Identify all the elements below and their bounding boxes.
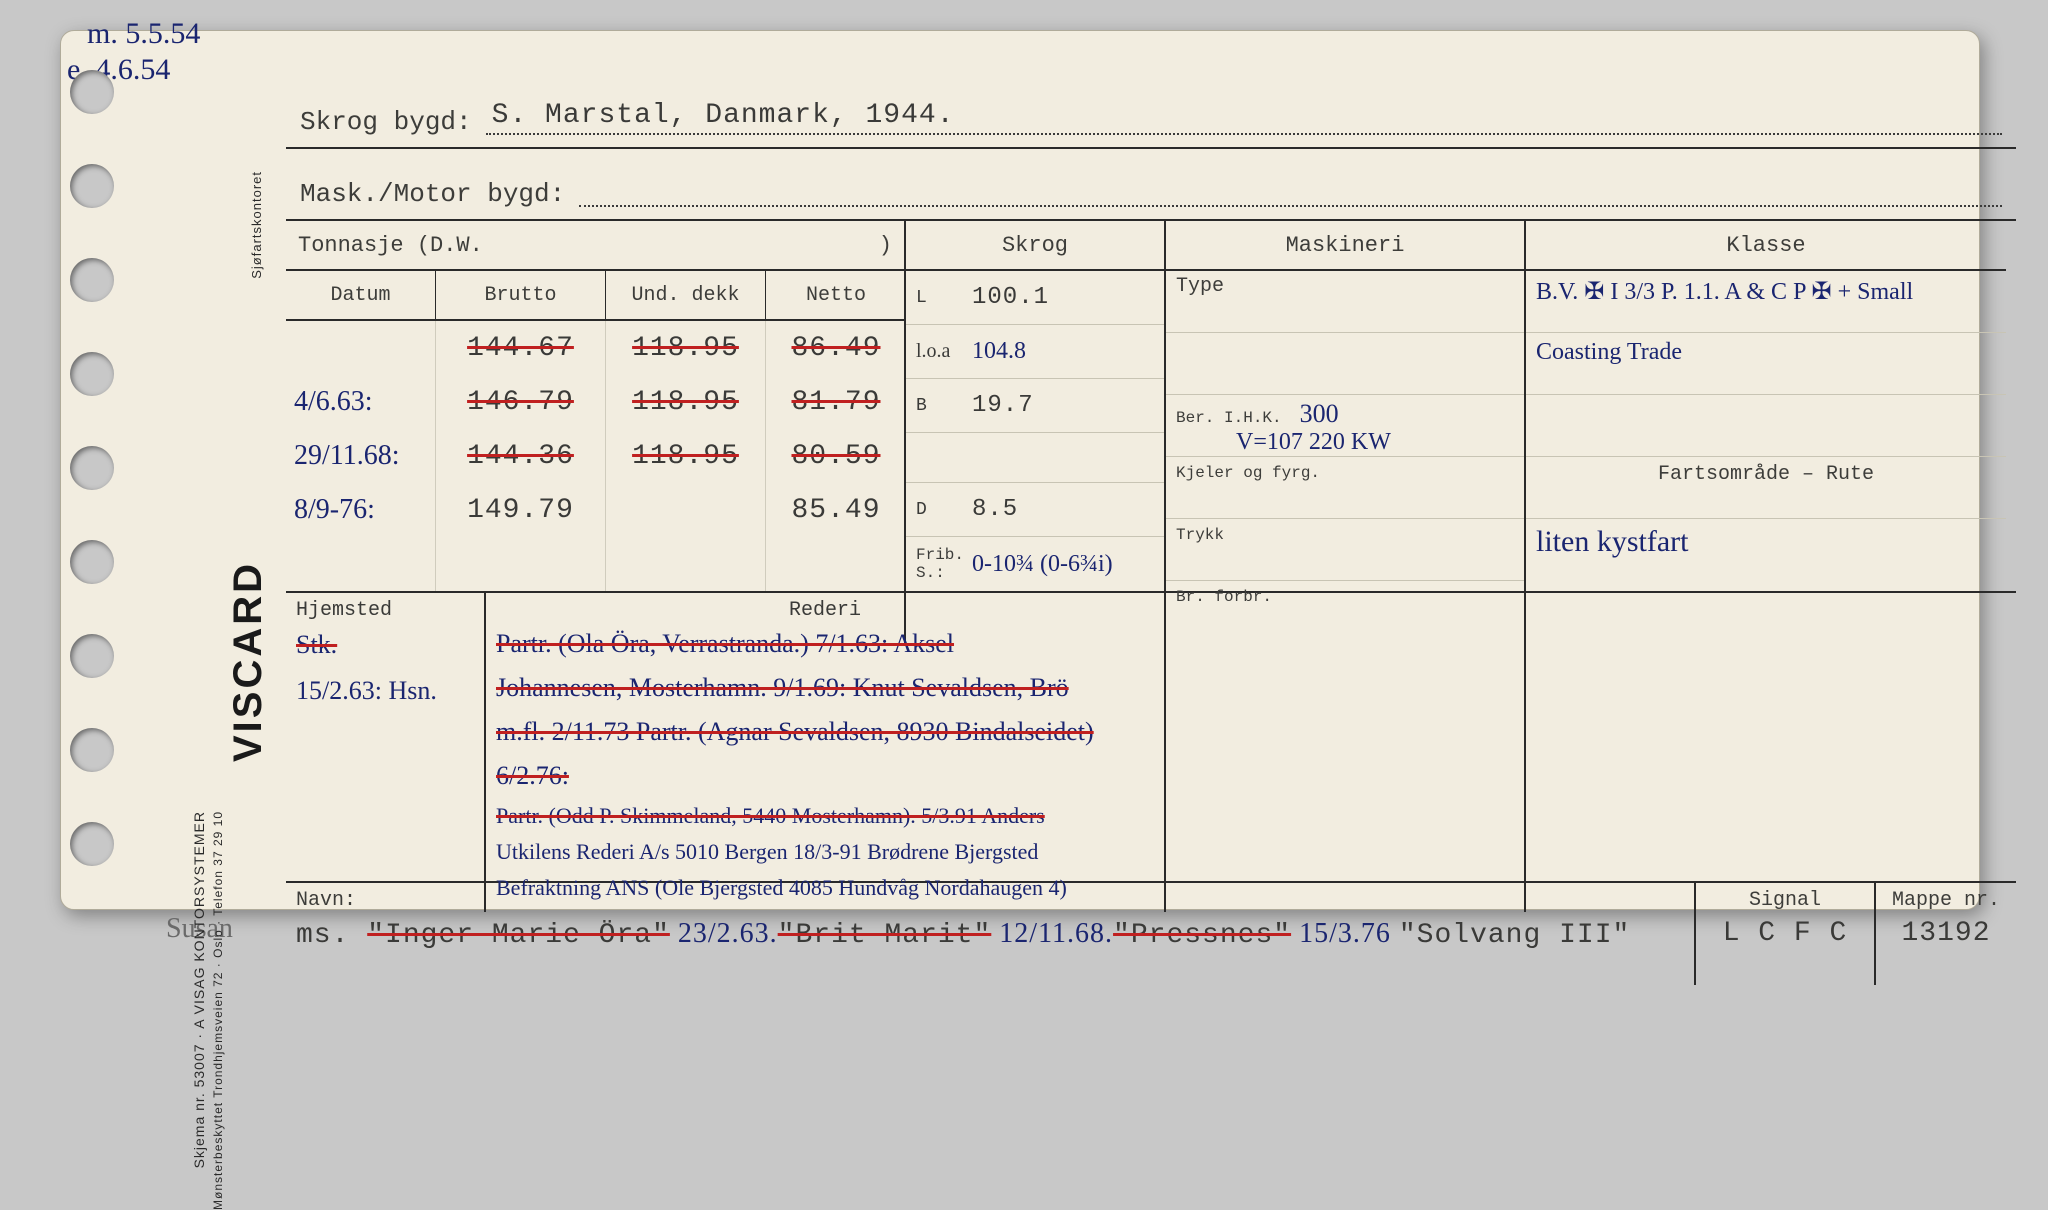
label-skrog-bygd: Skrog bygd:	[300, 107, 472, 137]
tonnasje-brutto: 144.67	[436, 321, 606, 375]
margin-note-1: m. 5.5.54	[87, 17, 200, 51]
mk-type-label: Type	[1176, 275, 1224, 298]
signal-label: Signal	[1706, 889, 1864, 912]
col-brutto: Brutto	[436, 271, 606, 319]
tonnasje-paren: )	[879, 233, 892, 258]
skrog-L: 100.1	[972, 284, 1049, 311]
rederi-line: m.fl. 2/11.73 Partr. (Agnar Sevaldsen, 8…	[496, 710, 1154, 798]
sideprint-right: Sjøfartskontoret	[249, 171, 289, 279]
mappe-label: Mappe nr.	[1886, 889, 2006, 912]
klasse-title: Klasse	[1526, 221, 2006, 271]
hjem-col1-0: Stk.	[296, 622, 474, 668]
punch-hole	[70, 164, 114, 208]
tonnasje-datum: 29/11.68:	[286, 429, 436, 483]
tonnasje-brutto: 149.79	[436, 483, 606, 537]
viscard-logo: VISCARD	[226, 561, 271, 762]
hjemsted-section: Hjemsted Stk. 15/2.63: Hsn. Rederi Partr…	[286, 593, 2016, 883]
punch-hole	[70, 258, 114, 302]
skrog-D: 8.5	[972, 496, 1018, 523]
row-motor-bygd: Mask./Motor bygd:	[286, 149, 2016, 221]
klasse-line2: Coasting Trade	[1526, 333, 2006, 395]
tonnasje-netto: 80.59	[766, 429, 906, 483]
tonnasje-row: 4/6.63:146.79118.9581.79	[286, 375, 904, 429]
tonnasje-title: Tonnasje (D.W.	[298, 233, 483, 258]
card-body: Skrog bygd: S. Marstal, Danmark, 1944. M…	[286, 77, 2016, 915]
punch-hole	[70, 822, 114, 866]
navn-section: Susan Navn: ms. "Inger Marie Öra" 23/2.6…	[286, 883, 2016, 985]
hjemsted-label: Hjemsted	[296, 599, 474, 622]
tonnasje-section: Tonnasje (D.W. ) Datum Brutto Und. dekk …	[286, 221, 906, 643]
skrog-title: Skrog	[906, 221, 1164, 271]
maskineri-section: Maskineri Type Ber. I.H.K. 300 V=107 220…	[1166, 221, 1526, 643]
punch-hole	[70, 446, 114, 490]
rederi-line: Partr. (Ola Öra, Verrastranda.) 7/1.63: …	[496, 622, 1154, 666]
klasse-line1: B.V. ✠ I 3/3 P. 1.1. A & C P ✠ + Small	[1526, 271, 2006, 333]
tonnasje-row: 144.67118.9586.49	[286, 321, 904, 375]
tonnasje-und: 118.95	[606, 429, 766, 483]
tonnasje-und: 118.95	[606, 375, 766, 429]
rederi-line: Utkilens Rederi A/s 5010 Bergen 18/3-91 …	[496, 834, 1154, 870]
tonnasje-netto: 85.49	[766, 483, 906, 537]
tonnasje-brutto: 146.79	[436, 375, 606, 429]
tonnasje-und: 118.95	[606, 321, 766, 375]
rederi-line: Partr. (Odd P. Skimmeland, 5440 Mosterha…	[496, 798, 1154, 834]
label-motor-bygd: Mask./Motor bygd:	[300, 179, 565, 209]
rederi-line: Johannesen, Mosterhamn. 9/1.69: Knut Sev…	[496, 666, 1154, 710]
maskineri-title: Maskineri	[1166, 221, 1524, 271]
mk-ihk-note: V=107 220 KW	[1236, 429, 1391, 455]
skrog-section: Skrog L100.1 l.o.a104.8 B19.7 D8.5 Frib.…	[906, 221, 1166, 643]
tonnasje-datum: 4/6.63:	[286, 375, 436, 429]
punch-hole	[70, 540, 114, 584]
tonnasje-datum: 8/9-76:	[286, 483, 436, 537]
row-skrog-bygd: Skrog bygd: S. Marstal, Danmark, 1944.	[286, 77, 2016, 149]
skrog-B: 19.7	[972, 392, 1034, 419]
index-card: m. 5.5.54 e. 4.6.54 Skrog bygd: S. Marst…	[60, 30, 1980, 910]
skrog-frib: 0-10¾ (0-6¾i)	[972, 551, 1113, 578]
navn-value: ms. "Inger Marie Öra" 23/2.63."Brit Mari…	[296, 918, 1684, 951]
mappe-value: 13192	[1886, 918, 2006, 949]
tonnasje-und	[606, 483, 766, 537]
tonnasje-row: 8/9-76:149.79 85.49	[286, 483, 904, 537]
tonnasje-netto: 86.49	[766, 321, 906, 375]
punch-hole	[70, 352, 114, 396]
tonnasje-netto: 81.79	[766, 375, 906, 429]
value-skrog-bygd: S. Marstal, Danmark, 1944.	[492, 100, 955, 131]
skrog-loa: 104.8	[972, 338, 1026, 365]
tonnasje-row: 29/11.68:144.36118.9580.59	[286, 429, 904, 483]
punch-hole	[70, 634, 114, 678]
main-grid: Tonnasje (D.W. ) Datum Brutto Und. dekk …	[286, 221, 2016, 593]
col-und: Und. dekk	[606, 271, 766, 319]
fart-value: liten kystfart	[1526, 519, 2006, 581]
mk-ihk: 300	[1300, 399, 1339, 428]
col-datum: Datum	[286, 271, 436, 319]
navn-label: Navn:	[296, 889, 1684, 912]
hjem-col1-1: 15/2.63: Hsn.	[296, 668, 474, 714]
rederi-label: Rederi	[496, 599, 1154, 622]
punch-hole	[70, 70, 114, 114]
tonnasje-datum	[286, 321, 436, 375]
fart-label: Fartsområde – Rute	[1526, 457, 2006, 519]
sideprint-2: Mønsterbeskyttet Trondhjemsveien 72 · Os…	[211, 811, 251, 1210]
col-netto: Netto	[766, 271, 906, 319]
signal-value: L C F C	[1706, 918, 1864, 949]
punch-hole	[70, 728, 114, 772]
klasse-section: Klasse B.V. ✠ I 3/3 P. 1.1. A & C P ✠ + …	[1526, 221, 2006, 643]
tonnasje-brutto: 144.36	[436, 429, 606, 483]
